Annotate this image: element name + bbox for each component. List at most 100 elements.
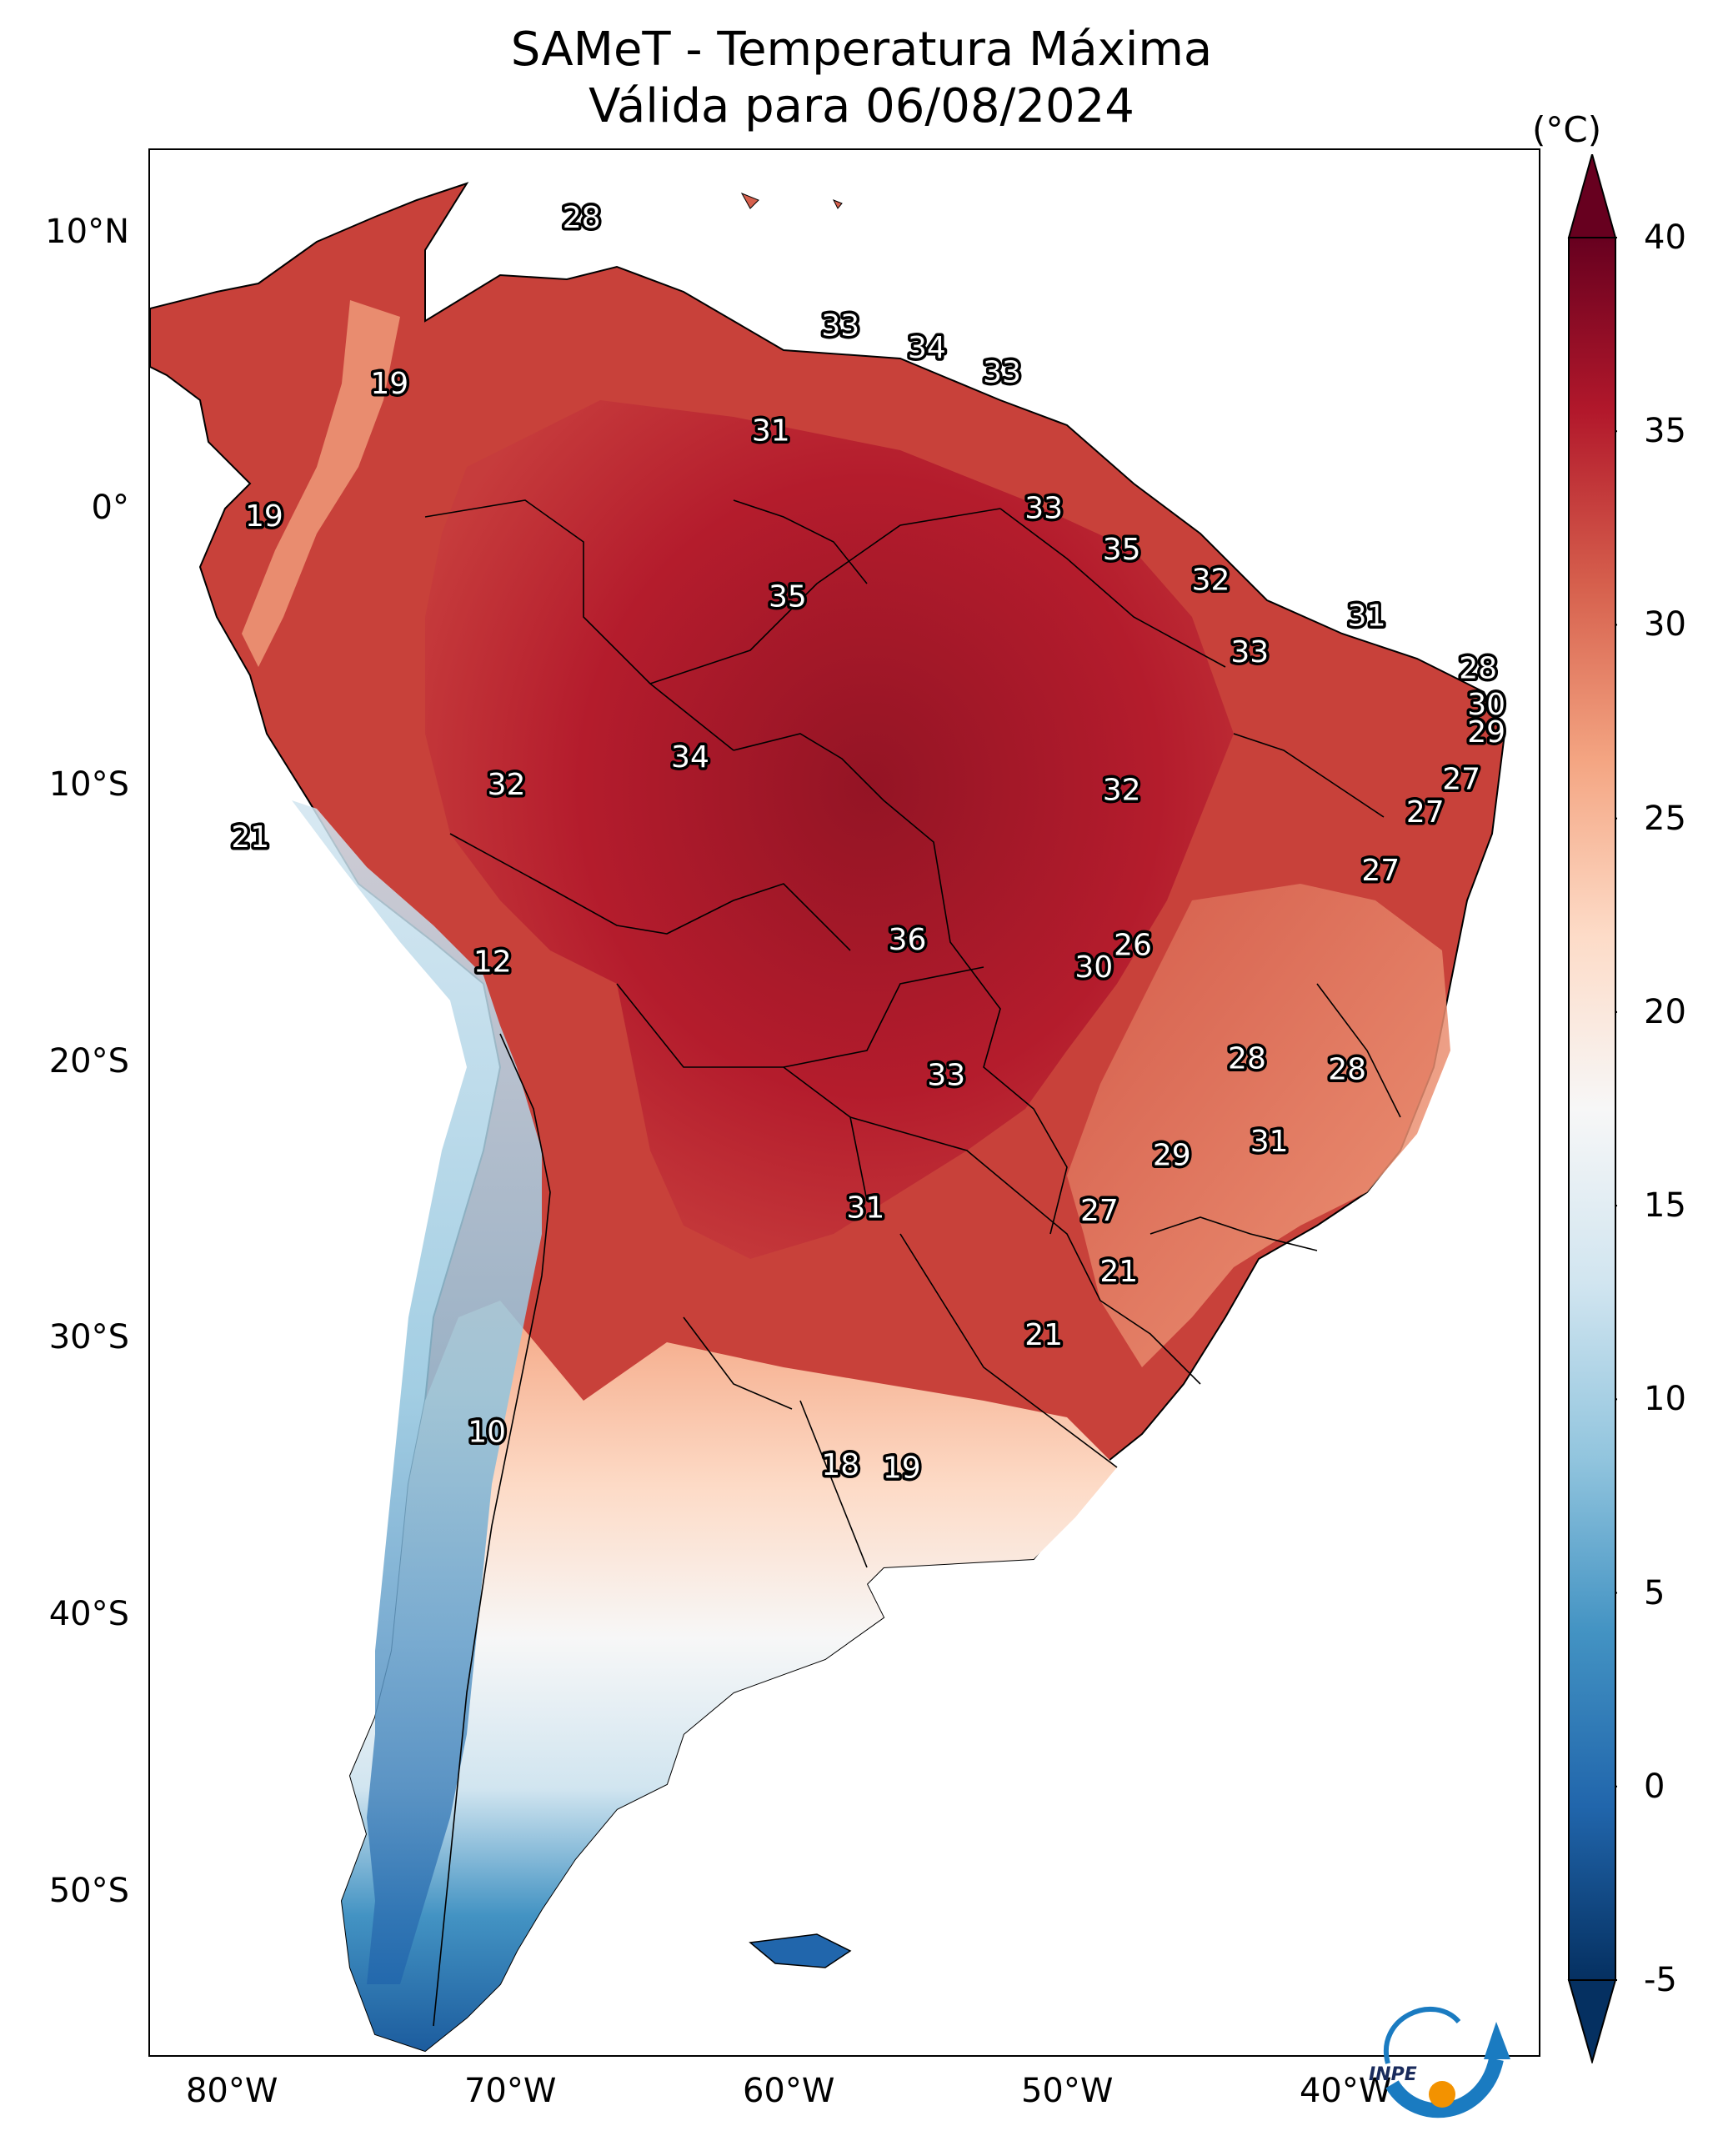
temperature-label-halo: 28 [1459, 652, 1497, 686]
temperature-label-halo: 18 [821, 1448, 859, 1482]
colorbar-bottom-arrow [1567, 1979, 1617, 2063]
temperature-label: 21 [231, 820, 269, 855]
temperature-label: 27 [1442, 762, 1480, 796]
temperature-label: 33 [927, 1058, 965, 1092]
inpe-logo: INPE [1369, 2006, 1510, 2118]
temperature-label-halo: 32 [1103, 774, 1141, 808]
temperature-label-halo: 34 [908, 331, 946, 365]
latitude-label: 10°N [45, 212, 129, 251]
temperature-label: 28 [1328, 1053, 1366, 1087]
latitude-label: 30°S [48, 1318, 129, 1357]
longitude-label: 70°W [463, 2072, 557, 2110]
map-subtitle: Válida para 06/08/2024 [589, 79, 1134, 133]
temperature-label: 32 [488, 768, 526, 802]
andes-cold-band [292, 800, 542, 1984]
temperature-label-halo: 36 [889, 923, 927, 957]
country-borders [424, 499, 1401, 2027]
temperature-label-halo: 33 [927, 1058, 965, 1092]
colorbar-top-arrow [1567, 154, 1617, 238]
latitude-label: 20°S [48, 1041, 129, 1081]
colorbar-body [1568, 237, 1616, 1981]
temperature-label: 36 [889, 923, 927, 957]
temperature-label: 33 [1024, 491, 1063, 525]
temperature-label-halo: 35 [1103, 533, 1141, 567]
southeast-region [1067, 884, 1450, 1367]
longitude-label: 50°W [1020, 2072, 1114, 2110]
temperature-label-halo: 32 [1192, 564, 1230, 598]
temperature-label: 19 [370, 367, 408, 401]
temperature-label-halo: 31 [1348, 599, 1386, 634]
temperature-label-halo: 31 [1250, 1125, 1289, 1159]
temperature-label: 26 [1114, 928, 1152, 962]
temperature-label-halo: 27 [1442, 762, 1480, 796]
latitude-label: 10°S [48, 765, 129, 804]
temperature-label-halo: 10 [468, 1415, 506, 1449]
temperature-label-halo: 28 [1328, 1053, 1366, 1087]
temperature-label-halo: 21 [1099, 1255, 1138, 1289]
temperature-label: 28 [1228, 1041, 1266, 1075]
temperature-label-halo: 21 [231, 820, 269, 855]
temperature-label: 28 [1459, 652, 1497, 686]
colorbar-unit: (°C) [1532, 109, 1602, 150]
logo-sun [1429, 2081, 1455, 2108]
map-title: SAMeT - Temperatura Máxima [510, 23, 1213, 77]
colorbar-tick-label: 25 [1644, 799, 1686, 838]
logo-orbit-lower [1385, 2057, 1504, 2118]
temperature-label-halo: 30 [1074, 950, 1113, 985]
temperature-label: 29 [1467, 715, 1505, 750]
temperature-label: 30 [1467, 688, 1505, 722]
temperature-label: 30 [1074, 950, 1113, 985]
temperature-label-halo: 32 [488, 768, 526, 802]
temperature-label-halo: 31 [752, 414, 790, 448]
north-andes-cool [242, 300, 400, 667]
temperature-label: 21 [1099, 1255, 1138, 1289]
colorbar-tick-label: 20 [1644, 992, 1686, 1031]
temperature-label-halo: 28 [1228, 1041, 1266, 1075]
temperature-label-halo: 26 [1114, 928, 1152, 962]
temperature-label: 34 [908, 331, 946, 365]
map-area: 28 28 19 19 33 33 34 34 33 33 31 31 19 19 33 33 35 35 32 32… [148, 148, 1540, 2057]
temperature-label: 34 [671, 740, 709, 775]
temperature-label: 31 [846, 1191, 884, 1226]
longitude-label: 80°W [185, 2072, 278, 2110]
temperature-label-halo: 27 [1361, 854, 1400, 888]
temperature-label: 31 [1348, 599, 1386, 634]
colorbar [1567, 154, 1617, 2063]
temperature-label-halo: 33 [983, 356, 1021, 390]
temperature-label-halo: 19 [370, 367, 408, 401]
temperature-label-halo: 33 [1024, 491, 1063, 525]
temperature-label: 27 [1361, 854, 1400, 888]
temperature-label-halo: 21 [1024, 1318, 1063, 1352]
temperature-label: 32 [1192, 564, 1230, 598]
falkland-islands [749, 1933, 852, 1968]
temperature-label: 19 [245, 499, 283, 534]
temperature-label: 32 [1103, 774, 1141, 808]
colorbar-tick-label: 35 [1644, 412, 1686, 451]
temperature-label-halo: 33 [821, 308, 859, 343]
colorbar-tick-label: 30 [1644, 605, 1686, 644]
hot-interior [425, 400, 1234, 1259]
temperature-label-halo: 19 [883, 1451, 921, 1485]
southern-cone [342, 1301, 1117, 2051]
temperature-label: 21 [1024, 1318, 1063, 1352]
longitude-label: 40°W [1299, 2072, 1392, 2110]
colorbar-tick-label: 10 [1644, 1380, 1686, 1419]
temperature-label-halo: 29 [1467, 715, 1505, 750]
logo-text: INPE [1369, 2064, 1417, 2085]
temperature-label: 29 [1153, 1139, 1191, 1173]
caribbean-islands [740, 193, 843, 209]
temperature-label: 18 [821, 1448, 859, 1482]
temperature-label-halo: 29 [1153, 1139, 1191, 1173]
temperature-label: 33 [983, 356, 1021, 390]
temperature-label: 31 [1250, 1125, 1289, 1159]
colorbar-tick-label: 40 [1644, 218, 1686, 257]
temperature-label-halo: 35 [769, 579, 807, 614]
temperature-label-halo: 19 [245, 499, 283, 534]
temperature-label: 27 [1406, 795, 1445, 830]
temperature-label: 19 [883, 1451, 921, 1485]
latitude-label: 50°S [48, 1871, 129, 1910]
temperature-label: 33 [1230, 635, 1269, 669]
temperature-label: 28 [563, 201, 601, 235]
